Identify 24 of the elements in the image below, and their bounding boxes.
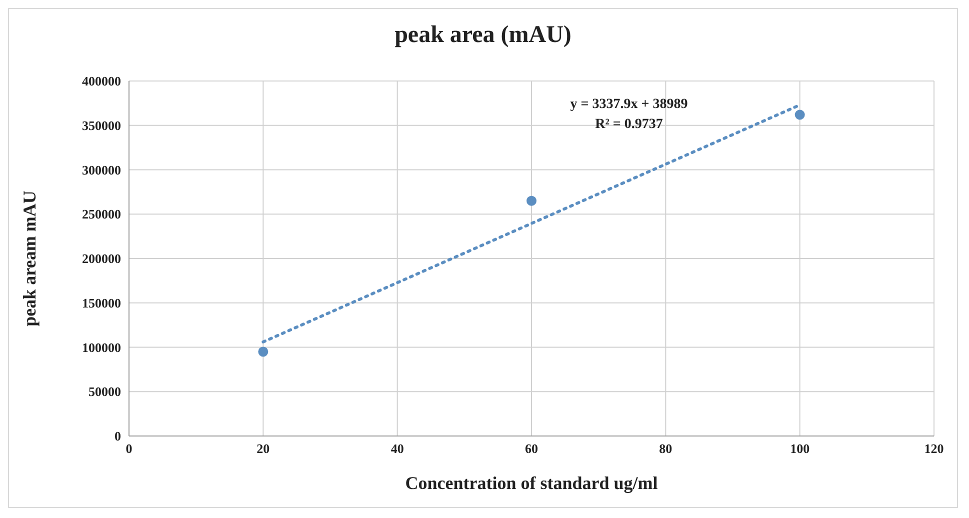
y-tick-label: 400000 xyxy=(82,74,121,89)
annotation: R² = 0.9737 xyxy=(594,116,664,134)
x-tick-label: 40 xyxy=(390,441,404,456)
x-axis-title: Concentration of standard ug/ml xyxy=(405,473,658,493)
x-tick-label: 80 xyxy=(659,441,672,456)
x-tick-label: 60 xyxy=(525,441,538,456)
annotation: y = 3337.9x + 38989 xyxy=(569,96,689,114)
y-tick-label: 250000 xyxy=(82,206,121,222)
chart-title: peak area (mAU) xyxy=(394,21,572,50)
y-tick-label: 350000 xyxy=(82,118,121,133)
x-tick-label: 0 xyxy=(126,441,132,456)
y-tick-label: 300000 xyxy=(82,162,121,178)
point xyxy=(794,110,805,120)
x-tick-label: 20 xyxy=(256,441,270,456)
y-tick-label: 0 xyxy=(114,428,121,444)
y-tick-label: 200000 xyxy=(82,251,121,266)
x-tick-label: 120 xyxy=(924,441,944,456)
y-tick-label: 50000 xyxy=(88,384,121,400)
point xyxy=(258,346,268,357)
x-tick-label: 100 xyxy=(790,441,810,456)
y-tick-label: 150000 xyxy=(82,295,121,310)
y-tick-label: 100000 xyxy=(82,340,121,355)
point xyxy=(526,196,536,206)
y-axis-title: peak aream mAU xyxy=(19,190,40,326)
